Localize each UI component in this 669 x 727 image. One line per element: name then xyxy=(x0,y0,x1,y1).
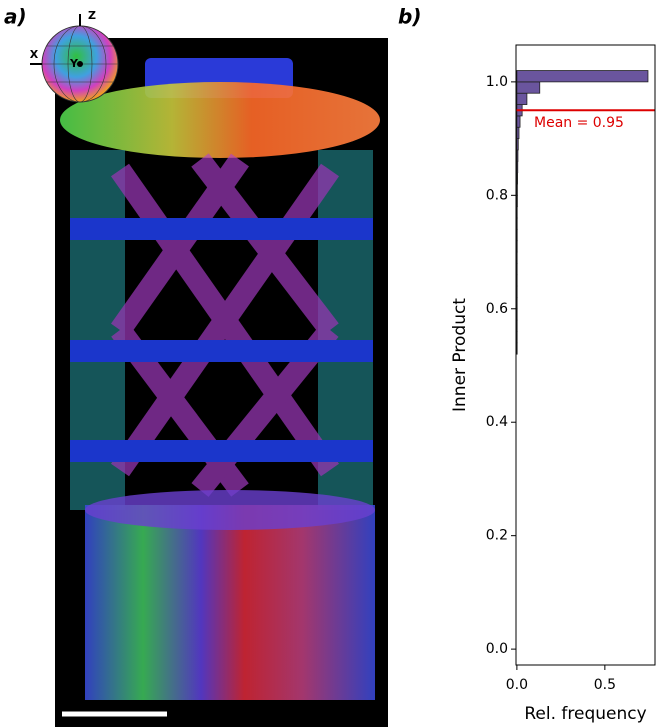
bar xyxy=(516,160,519,174)
axis-label: X xyxy=(30,48,39,61)
axis-label: Y xyxy=(69,57,79,70)
x-tick-label: 0.0 xyxy=(506,677,528,693)
mean-label: Mean = 0.95 xyxy=(534,115,624,131)
x-tick-label: 0.5 xyxy=(594,677,616,693)
bar xyxy=(516,115,521,128)
bar xyxy=(516,183,518,196)
plot-frame xyxy=(515,44,656,666)
bar xyxy=(516,81,541,94)
bar xyxy=(516,172,518,185)
bar xyxy=(516,138,519,151)
histogram: Mean = 0.95 0.0 0.2 0.4 0.6 0.8 1.0 0.0 0.5 Rel. … xyxy=(450,44,656,724)
y-tick-label: 0.0 xyxy=(486,641,508,657)
bar xyxy=(516,149,519,162)
bar xyxy=(516,126,520,139)
y-tick-label: 1.0 xyxy=(486,74,508,90)
base-top xyxy=(85,490,375,530)
y-tick-label: 0.8 xyxy=(486,187,508,203)
y-axis-label: Inner Product xyxy=(450,298,470,412)
y-tick-label: 0.2 xyxy=(486,528,508,544)
panel-label: a) xyxy=(4,5,27,29)
top-cap xyxy=(60,82,380,158)
bar xyxy=(516,194,518,208)
bar xyxy=(516,70,649,83)
panel-label: b) xyxy=(398,5,421,29)
lattice xyxy=(70,150,373,510)
y-tick-label: 0.4 xyxy=(486,414,508,430)
base xyxy=(85,505,375,700)
image-panel: Z X Y xyxy=(30,9,388,727)
y-tick-label: 0.6 xyxy=(486,301,508,317)
y-axis-dot xyxy=(77,61,83,67)
x-axis-label: Rel. frequency xyxy=(524,704,646,724)
bar xyxy=(516,92,528,105)
axis-label: Z xyxy=(88,9,96,22)
